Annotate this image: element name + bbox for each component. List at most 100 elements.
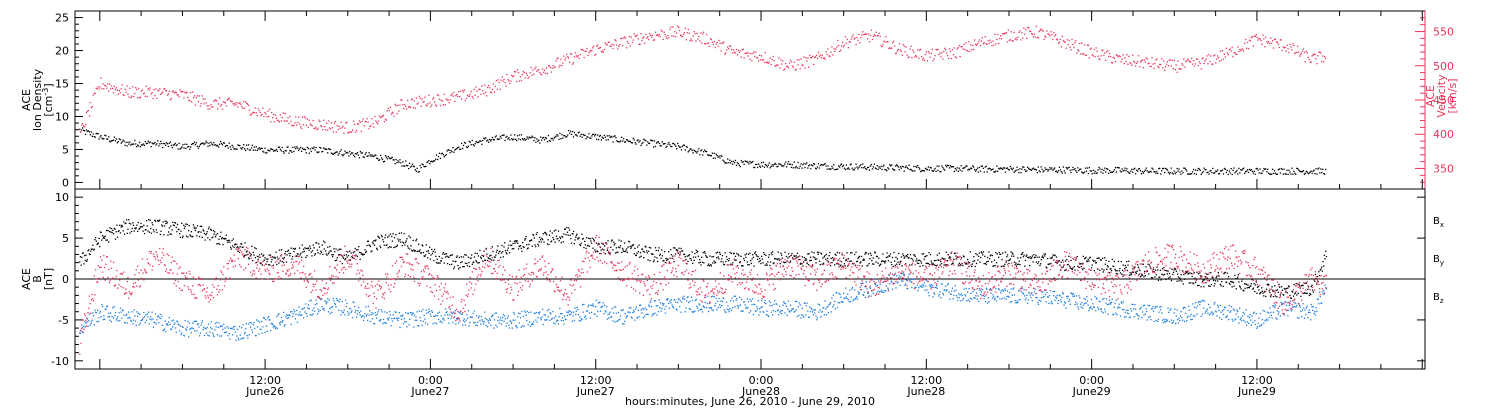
data-point <box>1217 55 1219 57</box>
data-point <box>650 34 652 37</box>
data-point <box>228 97 230 99</box>
data-point <box>994 265 996 267</box>
data-point <box>309 247 312 249</box>
data-point <box>305 303 307 305</box>
data-point <box>364 153 366 155</box>
data-point <box>865 251 867 254</box>
data-point <box>1082 268 1084 271</box>
data-point <box>1306 52 1308 54</box>
data-point <box>759 260 761 262</box>
data-point <box>130 144 132 146</box>
data-point <box>209 331 211 333</box>
data-point <box>510 244 512 247</box>
data-point <box>121 141 123 143</box>
data-point <box>251 245 253 247</box>
data-point <box>131 227 133 230</box>
data-point <box>637 251 639 253</box>
data-point <box>620 37 622 40</box>
data-point <box>694 256 697 258</box>
data-point <box>1259 168 1261 170</box>
data-point <box>89 101 91 104</box>
data-point <box>105 308 107 311</box>
data-point <box>139 322 141 325</box>
data-point <box>1093 48 1095 51</box>
data-point <box>1068 166 1070 168</box>
data-point <box>824 58 826 60</box>
data-point <box>1180 173 1182 175</box>
data-point <box>559 237 562 240</box>
data-point <box>949 165 952 167</box>
data-point <box>992 168 994 170</box>
data-point <box>278 313 280 315</box>
data-point <box>293 309 295 311</box>
data-point <box>805 163 807 165</box>
data-point <box>933 260 936 262</box>
data-point <box>138 141 141 144</box>
data-point <box>95 312 97 314</box>
data-point <box>812 256 814 258</box>
data-point <box>1268 41 1270 43</box>
data-point <box>1200 173 1202 176</box>
data-point <box>581 233 583 235</box>
data-point <box>723 264 726 266</box>
data-point <box>230 246 232 248</box>
data-point <box>580 48 582 51</box>
data-point <box>769 264 771 267</box>
data-point <box>402 241 404 243</box>
data-point <box>1283 294 1285 296</box>
data-point <box>1193 272 1195 274</box>
data-point <box>366 118 368 120</box>
data-point <box>464 262 467 264</box>
data-point <box>237 106 239 108</box>
data-point <box>376 157 378 159</box>
data-point <box>546 234 548 236</box>
data-point <box>524 77 526 79</box>
data-point <box>110 231 112 233</box>
data-point <box>1093 172 1095 174</box>
data-point <box>835 48 837 50</box>
data-point <box>1121 168 1123 170</box>
data-point <box>1168 59 1171 61</box>
data-point <box>598 135 601 137</box>
data-point <box>298 313 301 316</box>
data-point <box>185 235 188 237</box>
data-point <box>720 50 722 52</box>
data-point <box>666 145 668 147</box>
data-point <box>402 314 404 316</box>
data-point <box>1254 290 1256 293</box>
data-point <box>1290 297 1292 299</box>
data-point <box>765 62 767 64</box>
data-point <box>400 241 402 243</box>
data-point <box>221 237 223 239</box>
data-point <box>1029 264 1031 267</box>
data-point <box>362 253 365 256</box>
data-point <box>372 123 374 125</box>
data-point <box>563 135 565 137</box>
data-point <box>521 138 523 140</box>
data-point <box>354 311 356 313</box>
data-point <box>1018 171 1020 174</box>
data-point <box>1188 272 1190 274</box>
data-point <box>750 162 752 164</box>
data-point <box>1100 171 1102 173</box>
data-point <box>224 237 226 240</box>
data-point <box>1245 47 1248 49</box>
data-point <box>990 41 992 43</box>
data-point <box>1069 267 1071 269</box>
data-point <box>1160 279 1162 281</box>
data-point <box>1036 36 1038 38</box>
data-point <box>885 256 887 259</box>
data-point <box>171 320 173 322</box>
data-point <box>248 258 250 260</box>
data-point <box>175 226 177 228</box>
data-point <box>1306 292 1308 294</box>
data-point <box>134 315 136 317</box>
data-point <box>847 47 849 49</box>
data-point <box>1196 169 1198 172</box>
data-point <box>499 88 501 90</box>
data-point <box>503 78 505 80</box>
data-point <box>612 241 615 243</box>
data-point <box>661 249 663 251</box>
data-point <box>796 257 798 259</box>
data-point <box>91 248 93 250</box>
